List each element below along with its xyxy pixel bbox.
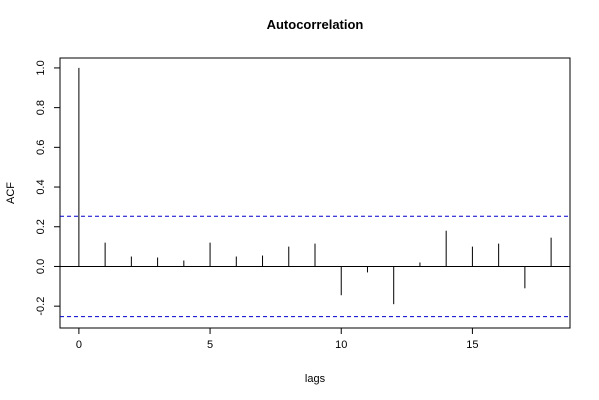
x-tick-label: 10 (335, 339, 347, 351)
y-tick-label: -0.2 (35, 297, 47, 316)
y-tick-label: 0.2 (35, 219, 47, 234)
x-tick-label: 0 (76, 339, 82, 351)
chart-title: Autocorrelation (267, 17, 364, 32)
y-tick-label: 0.8 (35, 100, 47, 115)
y-tick-label: 0.6 (35, 140, 47, 155)
x-tick-label: 5 (207, 339, 213, 351)
y-tick-label: 0.4 (35, 179, 47, 194)
y-axis-label: ACF (5, 182, 17, 204)
x-axis-label: lags (305, 373, 326, 385)
y-tick-label: 0.0 (35, 259, 47, 274)
y-tick-label: 1.0 (35, 60, 47, 75)
x-tick-label: 15 (466, 339, 478, 351)
plot-frame (59, 57, 571, 329)
